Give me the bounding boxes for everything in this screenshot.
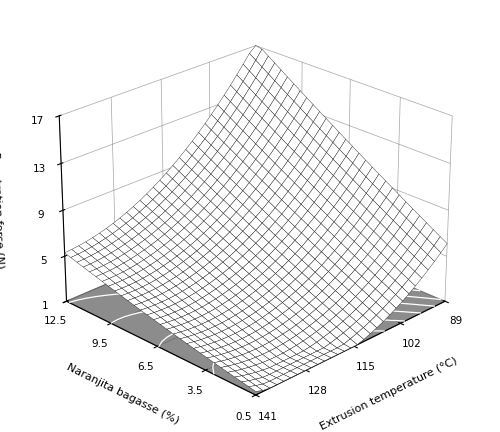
X-axis label: Extrusion temperature (°C): Extrusion temperature (°C): [318, 356, 458, 432]
Y-axis label: Naranjita bagasse (%): Naranjita bagasse (%): [66, 362, 181, 426]
